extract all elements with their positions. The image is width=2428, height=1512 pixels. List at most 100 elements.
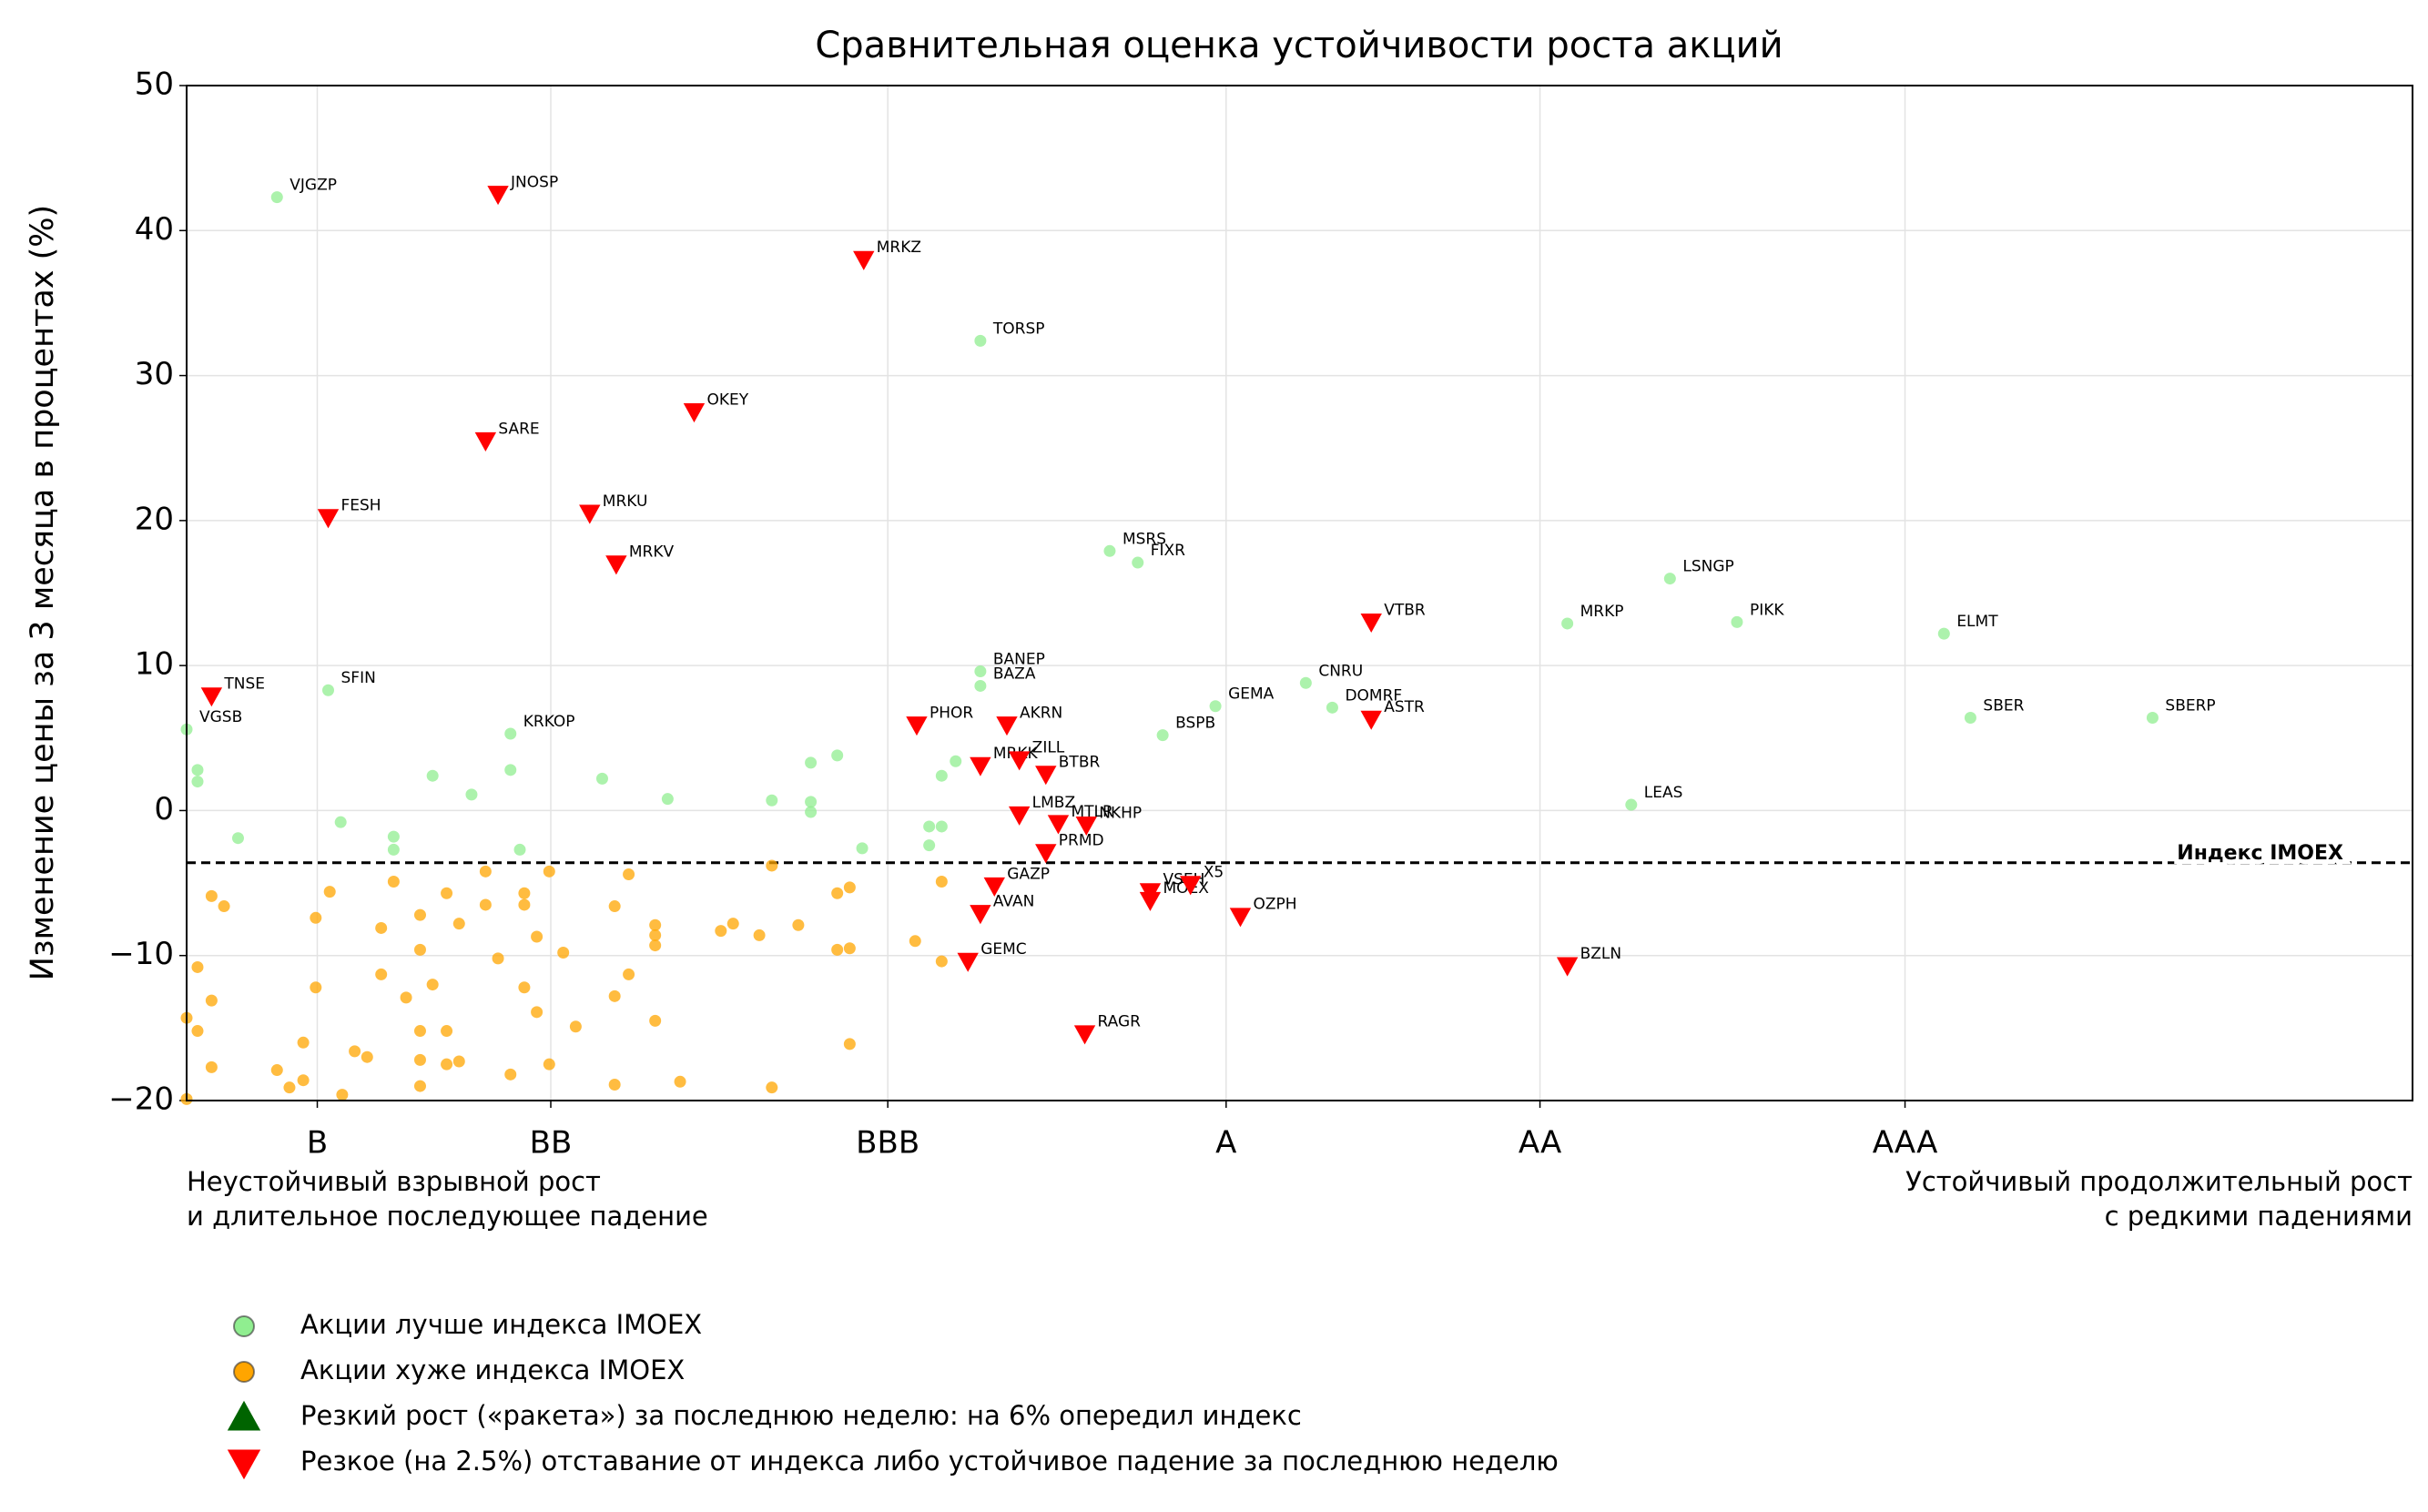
data-point: [649, 918, 662, 931]
point-label: LSNGP: [1682, 558, 1733, 576]
data-point: [569, 1020, 582, 1033]
data-point: [1156, 729, 1169, 742]
point-label: MRKZ: [877, 238, 921, 257]
data-point: [1937, 627, 1950, 640]
y-tick-label: 10: [135, 646, 174, 683]
data-point: [1035, 766, 1057, 786]
data-point: [413, 908, 426, 921]
data-point: [518, 981, 531, 994]
y-tick-label: 40: [135, 211, 174, 248]
point-label: BZLN: [1580, 945, 1622, 963]
data-point: [413, 1025, 426, 1038]
legend-label: Резкий рост («ракета») за последнюю неде…: [300, 1400, 1302, 1431]
data-point: [487, 186, 509, 206]
point-label: CNRU: [1318, 662, 1363, 680]
data-point: [726, 918, 739, 930]
data-point: [1047, 815, 1070, 835]
point-label: SBERP: [2165, 696, 2215, 715]
data-point: [1075, 816, 1097, 837]
data-point: [674, 1075, 686, 1088]
data-point: [504, 1068, 517, 1081]
data-point: [349, 1045, 361, 1058]
legend-marker: [233, 1315, 255, 1337]
data-point: [334, 816, 347, 828]
data-point: [531, 1006, 544, 1019]
point-label: SARE: [498, 420, 539, 438]
data-point: [950, 755, 962, 767]
data-point: [452, 918, 465, 930]
point-label: FESH: [341, 497, 381, 515]
x-note: Устойчивый продолжительный рост: [1905, 1166, 2413, 1197]
point-label: LMBZ: [1032, 794, 1075, 812]
data-point: [205, 994, 218, 1007]
data-point: [191, 776, 204, 788]
data-point: [310, 911, 322, 924]
data-point: [1964, 711, 1976, 724]
point-label: MOEX: [1163, 879, 1209, 898]
data-point: [923, 820, 936, 833]
point-label: ZILL: [1032, 739, 1065, 757]
data-point: [623, 968, 635, 980]
data-point: [856, 842, 869, 855]
data-point: [843, 942, 856, 955]
y-tick-label: −20: [108, 1081, 174, 1118]
data-point: [387, 843, 400, 856]
data-point: [413, 1053, 426, 1066]
data-point: [1360, 613, 1382, 634]
data-point: [649, 929, 662, 941]
data-point: [531, 930, 544, 943]
data-point: [715, 925, 727, 938]
data-point: [323, 886, 336, 898]
legend-label: Акции лучше индекса IMOEX: [300, 1309, 702, 1340]
point-label: BANEP: [993, 651, 1045, 669]
data-point: [906, 716, 928, 736]
data-point: [270, 191, 283, 204]
point-label: VJGZP: [290, 177, 337, 195]
data-point: [843, 1038, 856, 1050]
data-point: [474, 431, 497, 452]
y-tick-label: 30: [135, 356, 174, 392]
x-note: с редкими падениями: [2105, 1201, 2413, 1232]
data-point: [205, 1060, 218, 1073]
point-label: GEMA: [1228, 685, 1275, 704]
data-point: [375, 968, 388, 980]
data-point: [935, 820, 948, 833]
data-point: [1561, 617, 1574, 630]
point-label: BTBR: [1059, 754, 1101, 772]
data-point: [200, 687, 223, 707]
x-tick-label: B: [307, 1125, 328, 1162]
x-tick-label: AA: [1519, 1125, 1561, 1162]
point-label: GEMC: [980, 940, 1026, 959]
data-point: [649, 1014, 662, 1027]
data-point: [831, 749, 844, 762]
data-point: [191, 960, 204, 973]
data-point: [191, 1025, 204, 1038]
data-point: [317, 509, 340, 529]
data-point: [1229, 908, 1252, 928]
data-point: [387, 875, 400, 888]
data-point: [557, 947, 570, 959]
data-point: [1008, 806, 1031, 826]
point-label: PHOR: [930, 704, 973, 722]
y-tick-label: 0: [154, 791, 174, 827]
data-point: [336, 1089, 349, 1101]
data-point: [608, 900, 621, 913]
data-point: [504, 764, 517, 776]
data-point: [441, 887, 453, 899]
data-point: [543, 865, 555, 878]
chart-title: Сравнительная оценка устойчивости роста …: [815, 25, 1783, 66]
legend-marker: [227, 1400, 261, 1431]
point-label: ELMT: [1956, 613, 1998, 631]
data-point: [974, 679, 987, 692]
point-label: NKHP: [1099, 804, 1142, 822]
point-label: OZPH: [1253, 896, 1296, 914]
point-label: RAGR: [1098, 1013, 1142, 1031]
data-point: [996, 716, 1018, 736]
data-point: [400, 991, 412, 1004]
data-point: [853, 250, 875, 270]
point-label: MRKU: [603, 492, 648, 511]
point-label: TNSE: [223, 675, 265, 694]
data-point: [1209, 700, 1222, 713]
data-point: [1556, 957, 1579, 977]
